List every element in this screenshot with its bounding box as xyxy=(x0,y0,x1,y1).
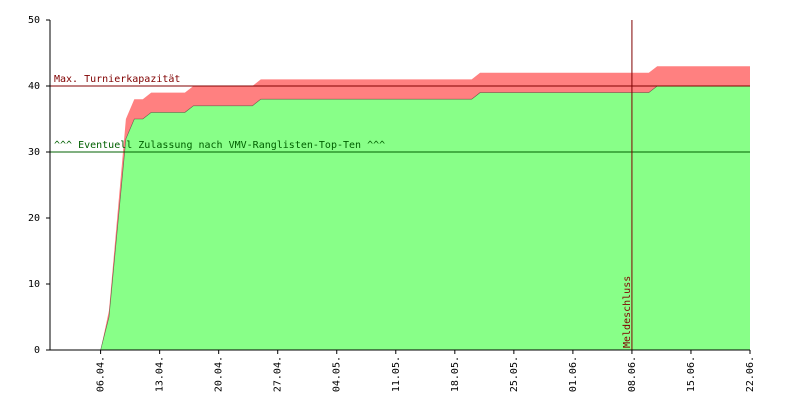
x-tick-label: 25.05. xyxy=(509,356,520,392)
x-tick-label: 27.04. xyxy=(273,356,284,392)
reference-label: Max. Turnierkapazität xyxy=(54,74,180,85)
x-tick-label: 04.05. xyxy=(332,356,343,392)
deadline-label: Meldeschluss xyxy=(622,276,633,348)
y-tick-label: 40 xyxy=(28,81,40,92)
y-tick-label: 30 xyxy=(28,147,40,158)
y-tick-label: 50 xyxy=(28,15,40,26)
x-tick-label: 18.05. xyxy=(450,356,461,392)
x-tick-label: 15.06. xyxy=(686,356,697,392)
y-tick-label: 0 xyxy=(34,345,40,356)
x-tick-label: 11.05. xyxy=(391,356,402,392)
x-tick-label: 22.06. xyxy=(745,356,756,392)
y-tick-label: 10 xyxy=(28,279,40,290)
area-edge xyxy=(50,85,750,351)
x-tick-label: 20.04. xyxy=(214,356,225,392)
x-tick-label: 13.04. xyxy=(155,356,166,392)
area xyxy=(50,86,750,350)
x-tick-label: 08.06. xyxy=(627,356,638,392)
x-tick-label: 06.04. xyxy=(96,356,107,392)
y-tick-label: 20 xyxy=(28,213,40,224)
reference-label: ^^^ Eventuell Zulassung nach VMV-Ranglis… xyxy=(54,140,385,151)
x-tick-label: 01.06. xyxy=(568,356,579,392)
